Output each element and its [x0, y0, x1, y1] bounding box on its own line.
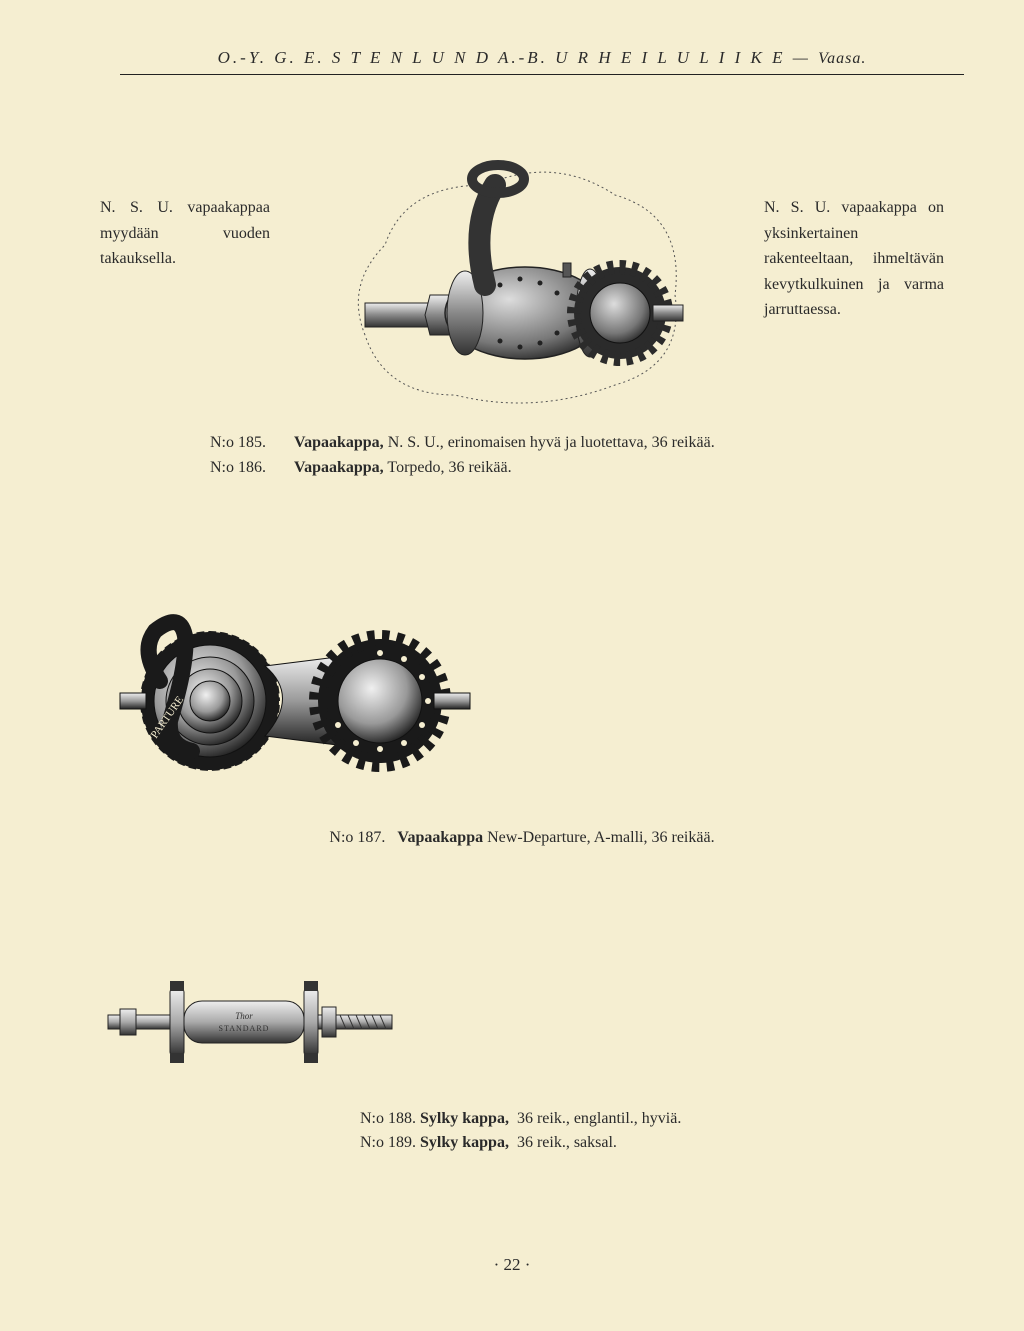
header-separator: — [793, 48, 818, 67]
page-header: O.-Y. G. E. S T E N L U N D A.-B. U R H … [120, 48, 964, 75]
item-desc: N. S. U., erinomaisen hyvä ja luotettava… [388, 434, 715, 451]
item-186: N:o 186. Vapaakappa, Torpedo, 36 reikää. [210, 456, 944, 481]
hub-illustration-3: Thor STANDARD [100, 967, 400, 1077]
section-2: PARTURE N:o 187. Vapaakappa New-Departur… [100, 591, 944, 847]
item-desc: 36 reik., saksal. [517, 1134, 617, 1151]
side-note-right: N. S. U. vapaakappa on yksinkertainen ra… [764, 195, 944, 323]
section-3: Thor STANDARD N:o 188. Sylky kappa, 36 r… [100, 967, 944, 1157]
page-number: · 22 · [0, 1255, 1024, 1275]
item-number: N:o 186. [210, 456, 290, 481]
item-label: Sylky kappa, [420, 1134, 509, 1151]
item-number: N:o 189. [360, 1134, 416, 1151]
section-2-caption: N:o 187. Vapaakappa New-Departure, A-mal… [100, 829, 944, 847]
brand-script: Thor [235, 1011, 253, 1021]
item-desc: 36 reik., englantil., hyviä. [517, 1110, 681, 1127]
item-label: Vapaakappa, [294, 459, 384, 476]
section-3-captions: N:o 188. Sylky kappa, 36 reik., englanti… [360, 1107, 944, 1157]
item-185: N:o 185. Vapaakappa, N. S. U., erinomais… [210, 431, 944, 456]
item-number: N:o 188. [360, 1110, 416, 1127]
item-label: Vapaakappa, [294, 434, 384, 451]
side-note-left: N. S. U. vapaakappaa myydään vuoden taka… [100, 195, 270, 272]
hub-illustration-1 [335, 135, 695, 415]
header-city: Vaasa. [818, 50, 866, 67]
hub-illustration-2: PARTURE [100, 591, 480, 811]
item-desc: New-Departure, A-malli, 36 reikää. [487, 829, 714, 846]
item-label: Vapaakappa [397, 829, 483, 846]
item-number: N:o 185. [210, 431, 290, 456]
illustration-1-box [280, 135, 749, 415]
section-1: N. S. U. vapaakappaa myydään vuoden taka… [100, 135, 944, 415]
item-label: Sylky kappa, [420, 1110, 509, 1127]
section-1-captions: N:o 185. Vapaakappa, N. S. U., erinomais… [210, 431, 944, 481]
item-188: N:o 188. Sylky kappa, 36 reik., englanti… [360, 1107, 944, 1132]
item-number: N:o 187. [329, 829, 385, 846]
brand-text-standard: STANDARD [219, 1024, 270, 1033]
item-desc: Torpedo, 36 reikää. [387, 459, 511, 476]
company-name: O.-Y. G. E. S T E N L U N D A.-B. U R H … [218, 48, 786, 67]
catalog-page: O.-Y. G. E. S T E N L U N D A.-B. U R H … [0, 0, 1024, 1331]
item-189: N:o 189. Sylky kappa, 36 reik., saksal. [360, 1131, 944, 1156]
